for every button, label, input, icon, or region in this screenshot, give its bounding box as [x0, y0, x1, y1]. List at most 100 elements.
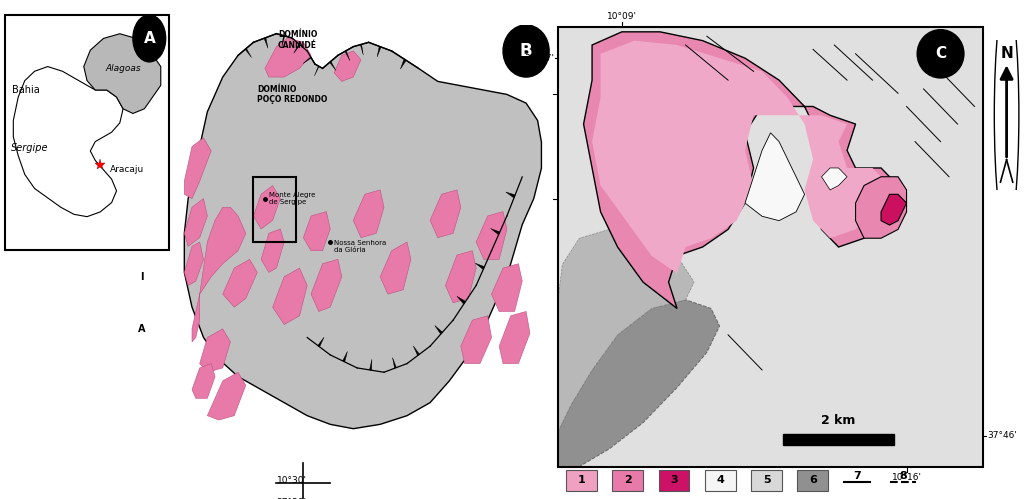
Text: A: A: [143, 31, 156, 46]
Text: G: G: [557, 136, 564, 145]
Polygon shape: [261, 229, 284, 272]
Polygon shape: [264, 37, 268, 48]
Polygon shape: [200, 329, 230, 372]
Text: A: A: [138, 324, 145, 334]
Polygon shape: [84, 34, 161, 113]
Text: B: B: [520, 42, 532, 60]
Text: 10°16': 10°16': [892, 473, 922, 482]
Polygon shape: [13, 66, 123, 217]
Polygon shape: [821, 168, 847, 190]
Circle shape: [133, 15, 166, 62]
Text: 10°09': 10°09': [607, 12, 637, 21]
Text: 1: 1: [578, 475, 586, 486]
Text: 37°00': 37°00': [568, 90, 598, 99]
Polygon shape: [461, 316, 492, 364]
Polygon shape: [745, 133, 805, 221]
Text: B: B: [138, 115, 145, 125]
Polygon shape: [223, 259, 257, 307]
Text: Alagoas: Alagoas: [105, 64, 141, 73]
Polygon shape: [377, 46, 381, 57]
Bar: [783, 434, 894, 445]
Polygon shape: [500, 311, 530, 364]
Polygon shape: [311, 259, 342, 311]
Polygon shape: [430, 190, 461, 238]
Text: 10°00': 10°00': [568, 194, 598, 203]
Polygon shape: [476, 212, 507, 259]
Polygon shape: [184, 138, 211, 199]
Polygon shape: [330, 61, 336, 70]
Text: Nossa Senhora
da Glória: Nossa Senhora da Glória: [334, 240, 386, 253]
Polygon shape: [584, 32, 898, 308]
Polygon shape: [282, 35, 285, 46]
Text: S: S: [557, 233, 563, 242]
Polygon shape: [445, 250, 476, 303]
Circle shape: [918, 29, 964, 78]
Text: C: C: [935, 46, 946, 61]
Polygon shape: [303, 57, 311, 63]
Text: 3: 3: [671, 475, 678, 486]
Polygon shape: [193, 207, 246, 342]
Polygon shape: [265, 38, 311, 77]
Polygon shape: [317, 337, 324, 347]
Polygon shape: [592, 40, 890, 273]
Polygon shape: [475, 263, 484, 269]
Polygon shape: [294, 44, 300, 53]
Polygon shape: [457, 296, 466, 304]
Text: 8: 8: [899, 471, 907, 481]
Polygon shape: [245, 48, 252, 57]
Polygon shape: [855, 177, 906, 238]
Text: Bahia: Bahia: [11, 85, 39, 95]
Polygon shape: [558, 300, 720, 467]
Text: H: H: [138, 220, 146, 230]
Text: 7: 7: [853, 471, 860, 481]
Polygon shape: [184, 199, 207, 247]
Polygon shape: [414, 346, 420, 356]
Polygon shape: [207, 372, 246, 420]
Text: 2: 2: [624, 475, 632, 486]
Text: DOMÍNIO
CANINDÉ: DOMÍNIO CANINDÉ: [278, 30, 317, 50]
Polygon shape: [392, 358, 396, 368]
Text: B A C I A   D E   S E R G I P E: B A C I A D E S E R G I P E: [575, 221, 607, 350]
Polygon shape: [353, 190, 384, 238]
Polygon shape: [334, 51, 361, 81]
Text: 5: 5: [763, 475, 770, 486]
Text: A: A: [557, 103, 564, 112]
Polygon shape: [272, 268, 307, 324]
Bar: [566, 470, 597, 491]
Bar: [705, 470, 735, 491]
Text: A: A: [557, 38, 564, 47]
Polygon shape: [343, 351, 347, 362]
Polygon shape: [492, 264, 522, 311]
Polygon shape: [380, 242, 411, 294]
Polygon shape: [490, 229, 500, 235]
Polygon shape: [435, 325, 442, 334]
Polygon shape: [314, 66, 319, 76]
Bar: [612, 470, 643, 491]
Circle shape: [503, 25, 549, 77]
Text: A: A: [557, 201, 564, 210]
Text: 37°30': 37°30': [276, 498, 306, 499]
Polygon shape: [506, 192, 515, 198]
Polygon shape: [558, 230, 694, 432]
Bar: [254, 177, 296, 242]
Text: Aracaju: Aracaju: [110, 165, 144, 174]
Polygon shape: [193, 364, 215, 398]
Polygon shape: [184, 33, 542, 429]
Text: 10°30': 10°30': [276, 477, 306, 486]
Bar: [798, 470, 828, 491]
Text: O: O: [557, 168, 564, 177]
Polygon shape: [881, 194, 906, 225]
Polygon shape: [400, 59, 407, 69]
Polygon shape: [360, 44, 364, 55]
Bar: [752, 470, 782, 491]
Polygon shape: [370, 359, 372, 370]
Text: Sergipe: Sergipe: [11, 143, 48, 153]
Text: 2 km: 2 km: [821, 414, 856, 427]
Polygon shape: [254, 186, 281, 229]
Text: N: N: [1000, 46, 1013, 61]
Bar: [658, 470, 689, 491]
Text: I: I: [140, 272, 143, 282]
Text: 37°46': 37°46': [987, 431, 1017, 440]
Text: 4: 4: [717, 475, 724, 486]
Text: 6: 6: [809, 475, 817, 486]
